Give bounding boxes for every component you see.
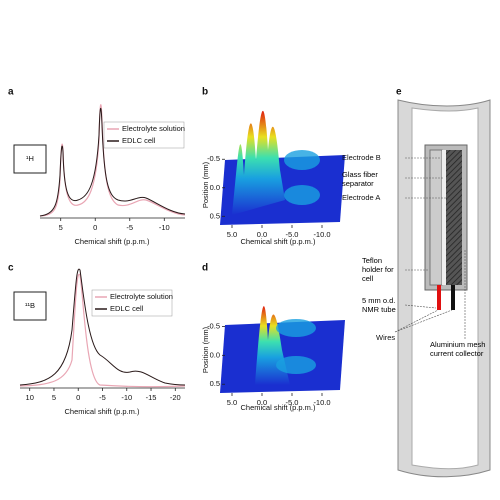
x-tick-label: -5 [126,223,133,232]
x-tick-label: -10 [121,393,132,402]
nucleus: ¹¹B [25,301,35,310]
x-tick-label: -10.0 [313,230,330,239]
x-tick-label: -10 [159,223,170,232]
x-tick-label: -5 [99,393,106,402]
electrode-a [446,150,462,285]
surface-peak [232,110,285,215]
x-tick-label: 0.0 [257,398,267,407]
x-tick-label: 10 [26,393,34,402]
x-tick-label: 0.0 [257,230,267,239]
annotation-box: Glass fiber separator [342,170,378,188]
x-tick-label: 5.0 [227,398,237,407]
annotation: Electrode A [342,193,380,202]
leader-lines [394,157,466,340]
panel-label: b [202,87,208,98]
annotation-box: 5 mm o.d. NMR tube [362,296,396,314]
annotation: Wires [376,333,395,342]
separator [442,150,446,285]
legend [91,289,173,317]
y-axis-label: Position (mm) [201,326,210,373]
nucleus-box [13,144,47,174]
y-tick-label: 0.0 [210,350,220,359]
x-tick-label: -20 [170,393,181,402]
edlc-curve [19,268,186,386]
annotation: Glass fiber separator [342,170,378,188]
y-tick-label: 0.5 [210,379,220,388]
nucleus: ¹H [26,154,34,163]
surface-bump [276,356,316,374]
electrode-b [429,149,443,286]
electrolyte-curve [19,273,186,388]
nucleus-box [13,291,47,321]
annotation-box: Aluminium mesh current collector [430,340,486,358]
x-axis-label: Chemical shift (p.p.m.) [240,237,316,246]
y-axis-label: Position (mm) [201,161,210,208]
legend-entry: EDLC cell [110,304,144,313]
legend-entry: Electrolyte solution [110,292,173,301]
panel-label: c [8,263,14,274]
y-tick-label: -0.5 [207,154,220,163]
panel-label: d [202,263,208,274]
y-tick-label: -0.5 [207,321,220,330]
edlc-curve [39,108,186,217]
y-tick-label: 0.0 [210,183,220,192]
x-tick-label: -10.0 [313,398,330,407]
annotation: Aluminium mesh current collector [430,340,486,358]
legend [103,121,185,149]
x-tick-label: -5.0 [286,398,299,407]
annotation: Electrode B [342,153,381,162]
x-axis-label: Chemical shift (p.p.m.) [240,403,316,412]
y-tick-label: 0.5 [210,211,220,220]
x-axis-label: Chemical shift (p.p.m.) [64,407,140,416]
wire [437,285,441,310]
wire [451,285,455,310]
legend-entry: EDLC cell [122,136,156,145]
panel-label: a [8,87,14,98]
electrolyte-curve [39,104,186,217]
x-tick-label: 0 [93,223,97,232]
x-tick-label: 5 [59,223,63,232]
surface-bump [284,150,320,170]
x-tick-label: -5.0 [286,230,299,239]
x-tick-label: 5 [52,393,56,402]
panel-label: e [396,87,402,98]
x-axis-label: Chemical shift (p.p.m.) [74,237,150,246]
surface-bump [284,185,320,205]
x-tick-label: 5.0 [227,230,237,239]
legend-entry: Electrolyte solution [122,124,185,133]
annotation-box: Teflon holder for cell [362,256,394,283]
x-tick-label: -15 [146,393,157,402]
annotation: 5 mm o.d. NMR tube [362,296,396,314]
surface-bump [276,319,316,337]
annotation: Teflon holder for cell [362,256,394,283]
x-tick-label: 0 [76,393,80,402]
